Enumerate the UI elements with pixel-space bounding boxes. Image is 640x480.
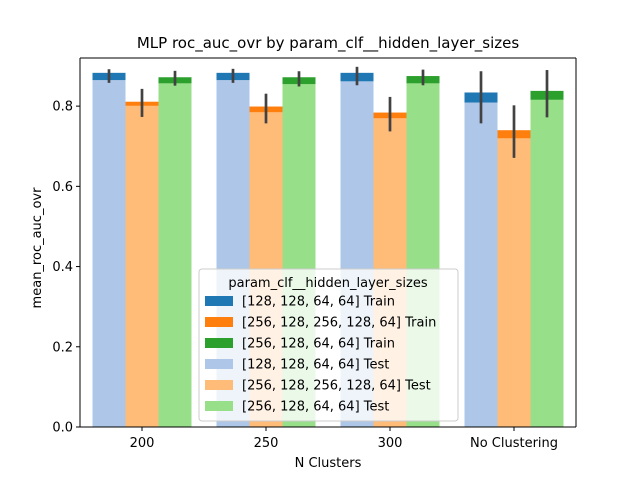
y-axis-title: mean_roc_auc_ovr — [30, 187, 45, 309]
bar — [497, 138, 531, 427]
y-tick-label: 0.8 — [52, 100, 73, 115]
legend-frame — [198, 268, 459, 422]
bar — [92, 80, 126, 427]
axes: 0.0 0.2 0.4 0.6 0.8 200 250 300 No Clustering — [52, 57, 577, 451]
x-tick-label: 300 — [378, 436, 403, 451]
x-axis-title: N Clusters — [295, 456, 362, 471]
legend-label: [256, 128, 64, 64] Train — [242, 337, 395, 352]
y-tick-label: 0.4 — [52, 260, 73, 275]
legend-swatch — [205, 401, 233, 411]
legend-swatch — [205, 338, 233, 348]
legend-label: [128, 128, 64, 64] Train — [242, 295, 395, 310]
bar — [125, 105, 159, 427]
bar — [464, 102, 498, 428]
x-tick-label: No Clustering — [470, 436, 558, 451]
legend-swatch — [205, 359, 233, 369]
x-tick-label: 250 — [254, 436, 279, 451]
bar — [530, 99, 564, 428]
legend-swatch — [205, 317, 233, 327]
y-tick-label: 0.6 — [52, 180, 73, 195]
bar — [158, 83, 192, 428]
legend-title: param_clf__hidden_layer_sizes — [228, 276, 427, 291]
legend-label: [256, 128, 64, 64] Test — [242, 400, 389, 415]
x-tick-label: 200 — [130, 436, 155, 451]
legend-label: [256, 128, 256, 128, 64] Test — [242, 379, 431, 394]
legend-label: [256, 128, 256, 128, 64] Train — [242, 316, 436, 331]
legend-swatch — [205, 380, 233, 390]
y-tick-label: 0.0 — [52, 421, 73, 436]
legend: param_clf__hidden_layer_sizes [128, 128,… — [198, 268, 459, 422]
legend-swatch — [205, 296, 233, 306]
legend-label: [128, 128, 64, 64] Test — [242, 358, 389, 373]
chart-title: MLP roc_auc_ovr by param_clf__hidden_lay… — [137, 34, 520, 53]
y-tick-label: 0.2 — [52, 340, 73, 355]
